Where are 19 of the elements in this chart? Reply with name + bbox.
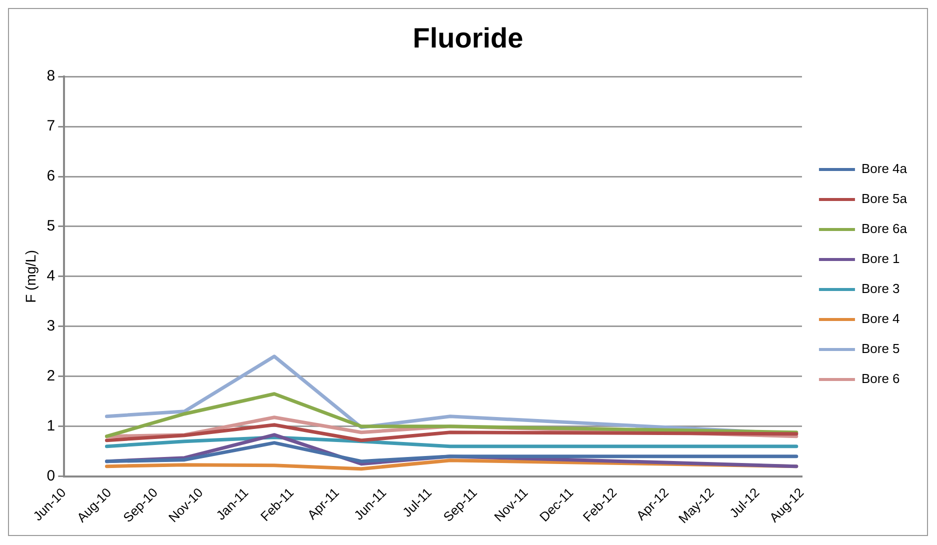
chart-title: Fluoride (412, 22, 524, 54)
legend-label: Bore 5a (861, 191, 908, 206)
y-tick-label: 5 (46, 218, 56, 235)
y-tick-label: 4 (46, 268, 56, 285)
legend-label: Bore 6a (861, 221, 908, 236)
y-tick-label: 8 (46, 68, 56, 85)
y-tick-label: 1 (46, 417, 56, 434)
legend-label: Bore 1 (861, 251, 900, 266)
y-tick-label: 6 (46, 168, 56, 185)
y-tick-label: 7 (46, 118, 56, 135)
legend-label: Bore 5 (861, 341, 900, 356)
y-tick-label: 2 (46, 368, 56, 385)
legend-label: Bore 4 (861, 311, 900, 326)
legend-label: Bore 3 (861, 281, 900, 296)
legend-label: Bore 4a (861, 161, 908, 176)
legend-label: Bore 6 (861, 371, 900, 386)
y-tick-label: 0 (46, 467, 56, 484)
y-tick-label: 3 (46, 318, 56, 335)
y-axis-title: F (mg/L) (22, 250, 38, 303)
